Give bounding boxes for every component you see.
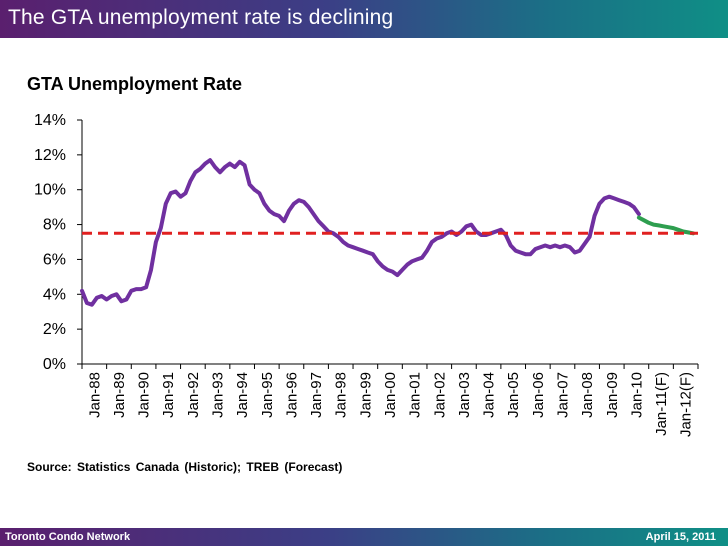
x-tick-label: Jan-94	[234, 372, 251, 418]
x-tick-label: Jan-04	[481, 372, 498, 418]
title-bar: The GTA unemployment rate is declining	[0, 0, 728, 38]
x-tick-label: Jan-01	[407, 372, 424, 418]
footer-left: Toronto Condo Network	[5, 531, 131, 543]
x-tick-label: Jan-08	[579, 372, 596, 418]
x-tick-label: Jan-07	[554, 372, 571, 418]
historic-series-line	[80, 158, 641, 307]
y-tick-label: 4%	[43, 286, 66, 303]
x-tick-label: Jan-97	[308, 372, 325, 418]
x-tick-label: Jan-99	[357, 372, 374, 418]
x-tick-label: Jan-98	[333, 372, 350, 418]
x-tick-label: Jan-88	[86, 372, 103, 418]
x-tick-label: Jan-09	[604, 372, 621, 418]
slide-title: The GTA unemployment rate is declining	[8, 6, 394, 29]
y-tick-label: 0%	[43, 356, 66, 373]
x-tick-label: Jan-93	[210, 372, 227, 418]
x-tick-label: Jan-03	[456, 372, 473, 418]
y-tick-label: 14%	[34, 112, 66, 129]
y-tick-label: 8%	[43, 217, 66, 234]
x-tick-label: Jan-06	[530, 372, 547, 418]
x-tick-label: Jan-92	[185, 372, 202, 418]
unemployment-chart: GTA Unemployment Rate 0% 2% 4% 6% 8% 10% 12% 14…	[27, 74, 699, 437]
x-tick-label: Jan-95	[259, 372, 276, 418]
y-tick-label: 10%	[34, 182, 66, 199]
x-tick-label: Jan-89	[111, 372, 128, 418]
y-axis: 0% 2% 4% 6% 8% 10% 12% 14%	[34, 112, 83, 373]
source-note: Source: Statistics Canada (Historic); TR…	[27, 460, 343, 474]
series-group	[80, 158, 696, 307]
x-tick-label: Jan-12(F)	[678, 372, 695, 437]
x-axis: Jan-88 Jan-89 Jan-90 Jan-91 Jan-92 Jan-93 Jan-…	[81, 363, 699, 437]
x-tick-label: Jan-05	[505, 372, 522, 418]
footer-bar: Toronto Condo Network April 15, 2011	[0, 528, 728, 546]
x-tick-label: Jan-02	[431, 372, 448, 418]
x-tick-label: Jan-00	[382, 372, 399, 418]
y-tick-label: 12%	[34, 147, 66, 164]
x-tick-label: Jan-11(F)	[653, 372, 670, 436]
x-tick-label: Jan-10	[628, 372, 645, 418]
x-tick-label: Jan-91	[160, 372, 177, 418]
forecast-series-line	[636, 215, 696, 236]
y-tick-label: 2%	[43, 321, 66, 338]
y-tick-label: 6%	[43, 251, 66, 268]
x-tick-label: Jan-96	[283, 372, 300, 418]
footer-date: April 15, 2011	[645, 531, 716, 543]
x-tick-label: Jan-90	[136, 372, 153, 418]
chart-title: GTA Unemployment Rate	[27, 74, 242, 94]
